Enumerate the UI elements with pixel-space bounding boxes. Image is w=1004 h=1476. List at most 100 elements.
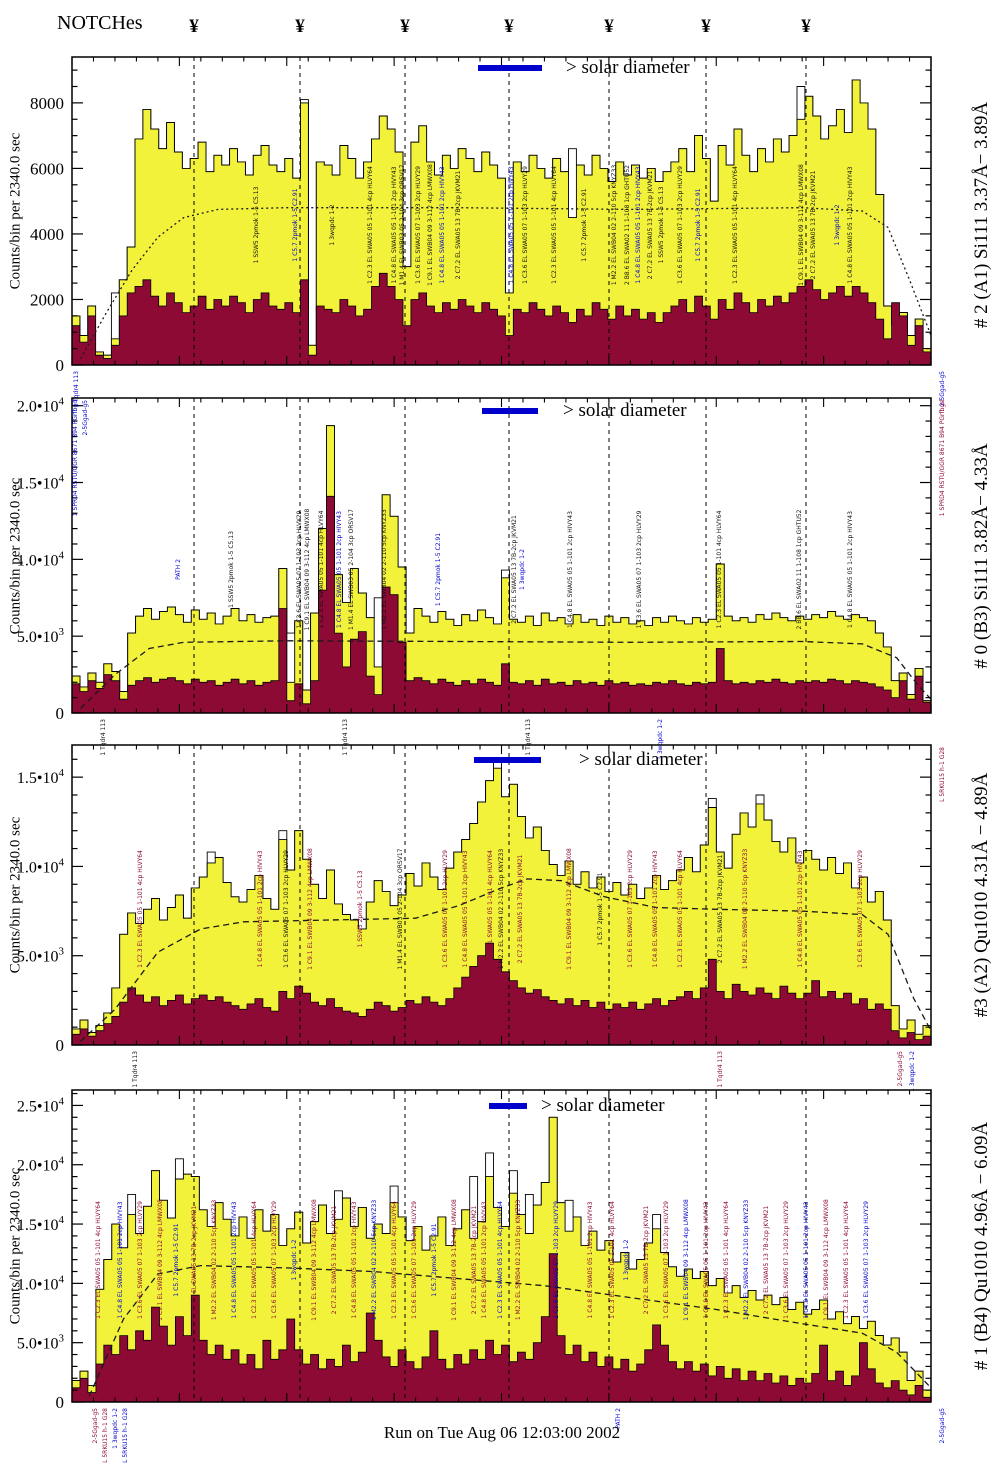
y-tick-label: 1.5•104 <box>17 473 65 493</box>
event-annotation: 1 Tqdr4 113 <box>525 719 532 756</box>
event-annotation: 1 C2.3 EL SWA05 05 1-101 4cp HLVY64 <box>732 166 739 284</box>
notch-symbol-icon: ¥ <box>189 16 199 37</box>
event-annotation: 1 Tqdr4 113 <box>717 1051 724 1088</box>
event-annotation: 2-5Ggad-g5 <box>82 400 89 436</box>
event-annotation: L 5RKU15 h-1 G28 <box>122 1408 129 1463</box>
background-level-curve <box>88 1264 932 1397</box>
y-tick-label: 1.0•104 <box>17 549 65 569</box>
event-annotation: 1 SSW5 2pmok 1-5 C5.13 <box>228 531 235 608</box>
event-annotation: 2 C7.2 EL SWA05 13 7B-2cp JKVM21 <box>647 171 654 280</box>
event-annotation: 2 B8.6 EL SWA02 11 1-108 1cp GHTU52 <box>624 165 631 285</box>
event-annotation: 1 C9.1 EL SWB04 09 3-112 4cp LMWX08 <box>427 164 434 286</box>
event-annotation: 1 C9.1 EL SWB04 09 3-112 4cp LMWX08 <box>307 848 314 970</box>
event-annotation: 1 M2.2 EL SWB04 02 2-110 5cp KNYZ33 <box>381 509 388 630</box>
event-annotation: 1 C4.8 EL SWA05 05 1-101 2cp HIVY43 <box>351 1201 358 1318</box>
event-annotation: 1 SSW5 2pmok 1-5 C5.13 <box>658 186 665 263</box>
event-annotation: 1 C3.6 EL SWA05 07 1-103 2cp HLVY29 <box>553 1201 560 1319</box>
event-annotation: 1 C4.8 EL SWA05 05 1-101 2cp HIVY43 <box>652 850 659 967</box>
y-axis-title-panel-3: Counts/bin per 2340.0 sec <box>7 816 24 974</box>
event-annotation: 1 3wqpdc 1-2 <box>112 1408 119 1449</box>
event-annotation: PATH 2 <box>175 559 182 580</box>
event-annotation: 1 M2.2 EL SWB04 02 2-110 5cp KNYZ33 <box>515 1200 522 1321</box>
y-axis-title-panel-2: Counts/bin per 2340.0 sec <box>7 477 24 635</box>
event-annotation: 1 C5.7 2pmok 1-5 C2.91 <box>597 872 604 945</box>
event-annotation: 1 C4.8 EL SWA05 05 1-101 2cp HIVY43 <box>462 850 469 967</box>
solar-diameter-bar <box>489 1103 527 1109</box>
event-annotation: 1 C2.3 EL SWA05 05 1-101 4cp HLVY64 <box>723 1201 730 1319</box>
event-annotation: 1 C4.8 EL SWA05 05 1-101 2cp HIVY43 <box>391 166 398 283</box>
event-annotation: 2-5Ggad-g5 <box>897 1051 904 1087</box>
event-annotation: 1 C9.1 EL SWB04 09 3-112 4cp LMWX08 <box>823 1199 830 1321</box>
event-annotation: 2 C7.2 EL SWA05 13 7B-2cp JKVM21 <box>517 855 524 964</box>
notches-title: NOTCHes <box>57 12 143 34</box>
event-annotation: 1 M2.2 EL SWB04 02 2-110 5cp KNYZ33 <box>742 849 749 970</box>
notch-symbol-icon: ¥ <box>400 16 410 37</box>
event-annotation: 1 C5.7 2pmok 1-5 C2.91 <box>695 188 702 261</box>
event-annotation: 1 C9.1 EL SWB04 09 3-112 4cp LMWX08 <box>683 1199 690 1321</box>
event-annotation: 1 Tqdr4 113 <box>100 719 107 756</box>
event-annotation: 1 3wqpdc 1-2 <box>909 1051 916 1092</box>
event-annotation: 1 C5.7 2pmok 1-5 C2.91 <box>292 188 299 261</box>
event-annotation: 1 C2.3 EL SWA05 05 1-101 4cp HLVY64 <box>487 850 494 968</box>
event-annotation: 1 C2.3 EL SWA05 05 1-101 4cp HLVY64 <box>609 1201 616 1319</box>
solar-diameter-label-panel-3: > solar diameter <box>579 749 703 770</box>
event-annotation: 1 C4.8 EL SWA05 05 1-101 2cp HIVY43 <box>508 166 515 283</box>
panel-3: 0 5.0•103 1.0•104 1.5•104 1 Tqdr4 113 1 C2.3 … <box>17 744 946 1092</box>
event-annotation: 1 C5.7 2pmok 1-5 C2.91 <box>435 533 442 606</box>
event-annotation: 1 C3.6 EL SWA05 07 1-103 2cp HLVY29 <box>783 1201 790 1319</box>
event-annotation: 1 C3.6 EL SWA05 07 1-103 2cp HLVY29 <box>677 166 684 284</box>
y-tick-label: 1.5•104 <box>17 767 65 787</box>
y-tick-label: 5.0•103 <box>17 1333 65 1353</box>
event-annotation: 1 C2.3 EL SWA05 05 1-101 4cp HLVY64 <box>497 1201 504 1319</box>
event-annotation: 1 C2.3 EL SWA05 05 1-101 4cp HLVY64 <box>137 850 144 968</box>
histogram-yellow-series <box>71 79 932 366</box>
event-annotation: 1 C9.1 EL SWB04 09 3-112 4cp LMWX08 <box>157 1199 164 1321</box>
solar-diameter-bar <box>474 757 541 763</box>
event-annotation: 1 C2.3 EL SWA05 05 1-101 4cp HLVY64 <box>677 850 684 968</box>
event-annotation: 1 C2.3 EL SWA05 05 1-101 4cp HLVY64 <box>95 1201 102 1319</box>
solar-diameter-bar <box>482 408 538 414</box>
event-annotation: 1 M2.2 EL SWB04 02 2-110 5cp KNYZ33 <box>371 1200 378 1321</box>
event-annotation: 2 C7.2 EL SWA05 13 7B-2cp JKVM21 <box>455 171 462 280</box>
event-annotation: 1 C3.6 EL SWA05 07 1-103 2cp HLVY29 <box>411 1201 418 1319</box>
y-tick-label: 0 <box>56 356 65 375</box>
event-annotation: 2-5Ggad-g5 <box>939 1408 946 1444</box>
event-annotation: 1 C3.6 EL SWA05 07 1-103 2cp HLVY29 <box>283 850 290 968</box>
event-annotation: 1 Tqdr4 113 <box>73 371 80 408</box>
event-annotation: 1 C2.3 EL SWA05 05 1-101 4cp HLVY64 <box>391 1201 398 1319</box>
y-tick-label: 2.0•104 <box>17 1155 65 1175</box>
event-annotation: 1 C5.7 2pmok 1-5 C2.91 <box>581 188 588 261</box>
panel-2: 0 5.0•103 1.0•104 1.5•104 2.0•104 1 SPRD4 RST… <box>17 396 946 760</box>
event-annotation: 1 C3.6 EL SWA05 07 1-103 2cp HLVY29 <box>296 510 303 628</box>
event-annotation: 2 C7.2 EL SWA05 13 7B-2cp JKVM21 <box>810 171 817 280</box>
event-annotation: 1 3wqpdc 1-2 <box>291 1239 298 1280</box>
event-annotation: 1 C3.6 EL SWA05 07 1-103 2cp HLVY29 <box>627 850 634 968</box>
event-annotation: L 5RKU15 h-1 G28 <box>102 1408 109 1463</box>
y-tick-label: 8000 <box>30 94 64 113</box>
event-annotation: 1 C5.7 2pmok 1-5 C2.91 <box>173 1223 180 1296</box>
event-annotation: 1 M2.2 EL SWB04 02 2-110 5cp KNYZ33 <box>743 1200 750 1321</box>
event-annotation: 1 C4.8 EL SWA05 05 1-101 2cp HIVY43 <box>635 166 642 283</box>
background-level-curve <box>80 207 932 359</box>
y-tick-label: 6000 <box>30 159 64 178</box>
channel-label-panel-1: # 2 (A1) Si111 3.37Å− 3.89Å <box>971 101 992 329</box>
event-annotation: 1 M2.2 EL SWB04 02 2-110 5cp KNYZ33 <box>498 849 505 970</box>
background-level-curve <box>80 878 932 1042</box>
event-annotation: 1 SSW5 2pmok 1-5 C5.13 <box>357 870 364 947</box>
event-annotation: 1 C4.8 EL SWA05 05 1-101 2cp HIVY43 <box>847 166 854 283</box>
event-annotation: 1 C4.8 EL SWA05 05 1-101 2cp HIVY43 <box>257 850 264 967</box>
event-annotation: 1 C9.1 EL SWB04 09 3-112 4cp LMWX08 <box>311 1199 318 1321</box>
y-tick-label: 0 <box>56 1393 65 1412</box>
event-annotation: 1 C4.8 EL SWA05 05 1-101 2cp HIVY43 <box>797 850 804 967</box>
event-annotation: 1 Tqdr4 113 <box>342 719 349 756</box>
y-tick-label: 2.5•104 <box>17 1095 65 1115</box>
y-tick-label: 0 <box>56 1036 65 1055</box>
background-level-curve <box>80 640 932 709</box>
run-timestamp: Run on Tue Aug 06 12:03:00 2002 <box>383 1423 621 1442</box>
y-tick-label: 5.0•103 <box>17 626 65 646</box>
event-annotation: 1 C2.3 EL SWA05 05 1-101 4cp HLVY64 <box>367 166 374 284</box>
channel-label-panel-2: # 0 (B3) Si111 3.82Å− 4.33Å <box>971 443 992 669</box>
solar-diameter-label-panel-4: > solar diameter <box>541 1095 665 1116</box>
